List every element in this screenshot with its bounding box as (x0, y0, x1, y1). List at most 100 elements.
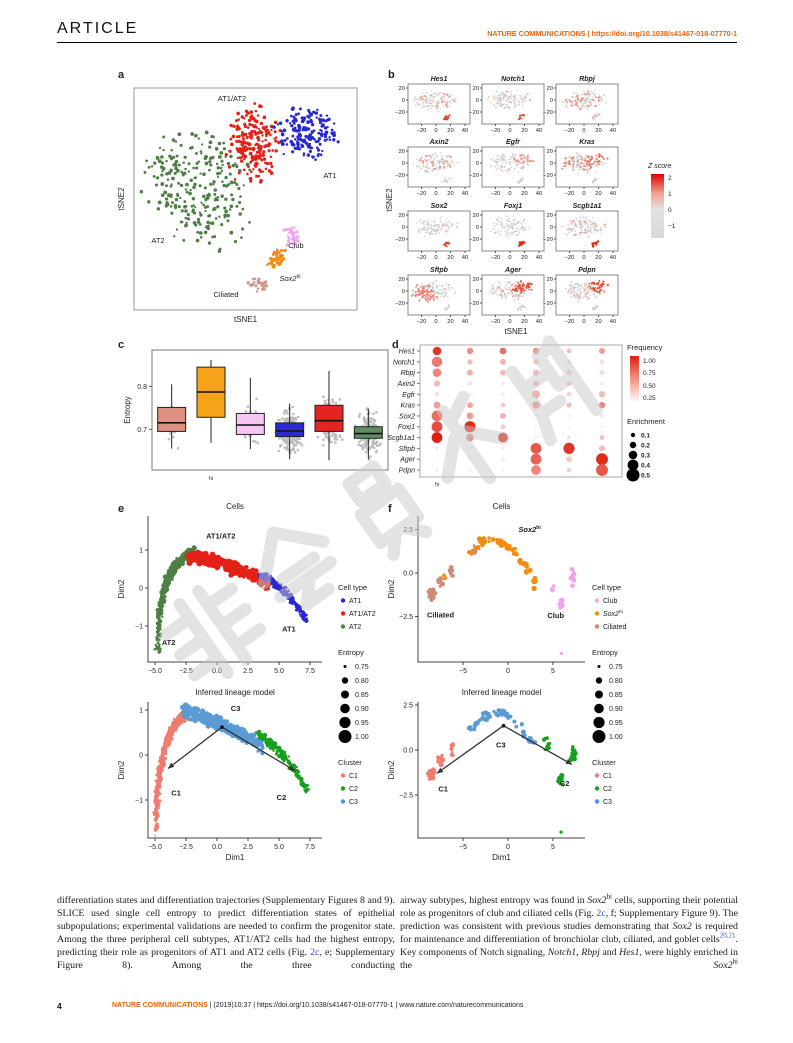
mini-tsne-Ager: Ager 20 0 −20 −20 0 20 40 (469, 267, 545, 325)
y-tick: 0 (550, 98, 553, 104)
plot-f-0: Cells 2.5 0.0 −2.5 −5 0 5 Dim2 Sox2hi Ciliated Clu… (387, 502, 585, 675)
y-tick: −20 (543, 237, 553, 243)
box-AT1 (353, 408, 383, 460)
y-tick: 0 (550, 225, 553, 231)
gene-row-label: Notch1 (393, 359, 415, 366)
y-tick: 1 (139, 708, 143, 715)
y-tick: −1 (135, 624, 143, 631)
cell-type-legend-item: AT1 (349, 598, 361, 605)
mini-tsne-Hes1: Hes1 20 0 −20 −20 0 20 40 (395, 76, 471, 134)
x-tick: −5.0 (148, 844, 162, 851)
mini-tsne-Axin2: Axin2 20 0 −20 −20 0 20 40 (395, 139, 471, 197)
x-tick: 20 (595, 255, 601, 261)
mini-tsne-Rbpj: Rbpj 20 0 −20 −20 0 20 40 (543, 76, 619, 134)
entropy-legend-item: 1.00 (355, 734, 369, 741)
box-Club (235, 377, 265, 449)
cell-type-legend-item: Sox2hi (603, 609, 623, 618)
x-tick: −5.0 (148, 668, 162, 675)
zscore-tick: 2 (668, 175, 672, 182)
x-tick: 20 (521, 255, 527, 261)
panel-label-c: c (118, 339, 124, 351)
x-tick: 20 (521, 191, 527, 197)
gene-row-label: Ager (399, 457, 415, 464)
cluster-legend-item: C1 (349, 773, 358, 780)
x-axis-label: tSNE1 (234, 315, 258, 324)
panel-label-d: d (392, 339, 399, 351)
annotation-label: C1 (171, 789, 181, 798)
annotation-label: C2 (560, 779, 570, 788)
cluster-legend-title: Cluster (338, 758, 362, 767)
cell-type-legend-item: AT1/AT2 (349, 611, 376, 618)
enrichment-tick: 0.4 (641, 463, 650, 470)
x-tick: 0 (508, 255, 511, 261)
mini-tsne-Sox2: Sox2 20 0 −20 −20 0 20 40 (395, 203, 471, 261)
x-tick: 5 (551, 844, 555, 851)
plot-frame (419, 344, 623, 478)
citation-link[interactable]: 2c (596, 907, 606, 919)
frequency-tick: 1.00 (643, 358, 656, 365)
entropy-legend-item: 0.95 (355, 720, 369, 727)
x-tick: 40 (610, 255, 616, 261)
enrichment-legend-title: Enrichment (627, 417, 666, 426)
jitter-points (163, 374, 383, 461)
x-tick: 7.5 (305, 844, 315, 851)
y-tick: 20 (473, 86, 479, 92)
y-tick: 0 (476, 98, 479, 104)
gene-title: Ager (504, 267, 522, 274)
panel-label-b: b (388, 69, 395, 81)
annotation-label: C1 (438, 784, 448, 793)
y-tick: −20 (543, 173, 553, 179)
citation-link[interactable]: 20,21 (719, 931, 736, 940)
header-rule (57, 42, 737, 43)
annotation-label: C2 (277, 793, 287, 802)
x-tick: 0 (506, 844, 510, 851)
panel-label-e: e (118, 503, 124, 515)
y-tick: 0 (139, 753, 143, 760)
journal-doi-link[interactable]: NATURE COMMUNICATIONS | https://doi.org/… (487, 29, 737, 38)
y-axis-label: tSNE2 (385, 188, 394, 212)
cluster-legend-item: C2 (603, 786, 612, 793)
x-axis-label: tSNE1 (504, 327, 528, 336)
entropy-legend-item: 0.95 (609, 720, 623, 727)
y-tick: −20 (395, 301, 405, 307)
annotation-label: AT1 (282, 625, 296, 634)
enrichment-tick: 0.3 (641, 453, 650, 460)
gene-row-label: Axin2 (396, 381, 415, 388)
x-tick: −20 (491, 255, 501, 261)
frequency-tick: 0.75 (643, 370, 656, 377)
gene-title: Egfr (506, 139, 521, 146)
y-tick: 20 (547, 213, 553, 219)
y-tick: −20 (469, 237, 479, 243)
x-tick: 5.0 (274, 668, 284, 675)
y-tick: 0 (476, 289, 479, 295)
cluster-legend-item: C2 (349, 786, 358, 793)
dot-matrix (431, 346, 608, 476)
page-number: 4 (57, 1001, 62, 1011)
x-tick: 40 (462, 319, 468, 325)
footer-citation[interactable]: | (2019)10:37 | https://doi.org/10.1038/… (207, 1002, 524, 1009)
x-tick: −5 (459, 844, 467, 851)
x-tick: 0.0 (212, 844, 222, 851)
y-tick: 0 (476, 225, 479, 231)
y-tick: 20 (473, 277, 479, 283)
gene-title: Sftpb (430, 267, 449, 274)
cell-type-legend: Cell type Club Sox2hi Ciliated (592, 583, 626, 631)
x-tick: −20 (565, 128, 575, 134)
y-tick: 1 (139, 548, 143, 555)
x-tick: 40 (462, 191, 468, 197)
y-tick: 0.8 (137, 384, 147, 391)
entropy-legend-item: 0.90 (609, 706, 623, 713)
y-tick: −20 (395, 173, 405, 179)
x-tick: 40 (610, 319, 616, 325)
entropy-legend-item: 0.80 (355, 678, 369, 685)
enrichment-tick: 0.5 (641, 473, 650, 480)
x-tick: 5 (551, 668, 555, 675)
entropy-legend: Entropy 0.75 0.80 0.85 0.90 0.95 1.00 (592, 648, 623, 743)
points (152, 702, 311, 837)
gene-title: Kras (579, 139, 595, 146)
annotation-label: C3 (496, 740, 506, 749)
y-tick: 0.0 (403, 748, 413, 755)
y-tick: 0 (402, 225, 405, 231)
panel-a: a AT1/AT2 AT1 AT2 Club Sox2hi Ciliated tSNE1 tSN… (117, 69, 358, 324)
